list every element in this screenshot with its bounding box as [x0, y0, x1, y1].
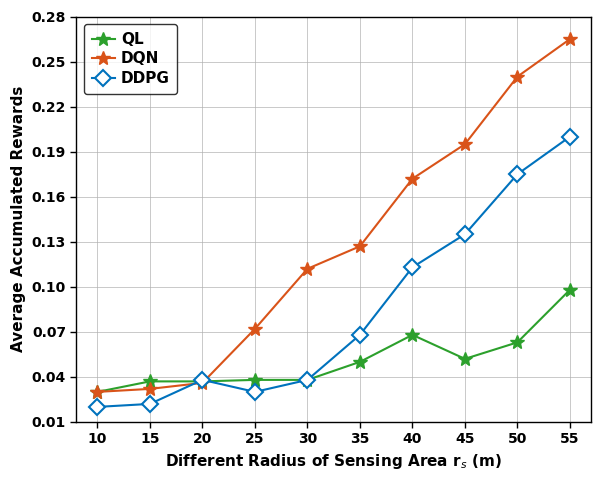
QL [146, 378, 154, 384]
DQN [514, 74, 521, 80]
Legend: QL, DQN, DDPG: QL, DQN, DDPG [84, 24, 177, 94]
DDPG [251, 389, 258, 395]
DQN [146, 386, 154, 392]
QL [514, 339, 521, 345]
DDPG [304, 377, 311, 383]
QL [461, 356, 468, 362]
Y-axis label: Average Accumulated Rewards: Average Accumulated Rewards [11, 86, 26, 352]
QL [94, 389, 101, 395]
Line: DQN: DQN [90, 32, 577, 399]
DDPG [514, 171, 521, 177]
DQN [356, 243, 364, 249]
DDPG [199, 377, 206, 383]
QL [409, 332, 416, 338]
X-axis label: Different Radius of Sensing Area r$_s$ (m): Different Radius of Sensing Area r$_s$ (… [165, 452, 502, 471]
DQN [94, 389, 101, 395]
QL [304, 377, 311, 383]
DDPG [566, 134, 574, 140]
DDPG [461, 231, 468, 237]
DDPG [409, 265, 416, 270]
DDPG [356, 332, 364, 338]
DDPG [94, 404, 101, 410]
Line: DDPG: DDPG [92, 131, 576, 413]
DQN [409, 176, 416, 182]
DDPG [146, 401, 154, 407]
QL [566, 287, 574, 293]
DQN [199, 380, 206, 386]
QL [199, 378, 206, 384]
DQN [251, 326, 258, 332]
DQN [304, 266, 311, 272]
Line: QL: QL [90, 283, 577, 399]
QL [356, 359, 364, 365]
QL [251, 377, 258, 383]
DQN [566, 36, 574, 42]
DQN [461, 141, 468, 147]
